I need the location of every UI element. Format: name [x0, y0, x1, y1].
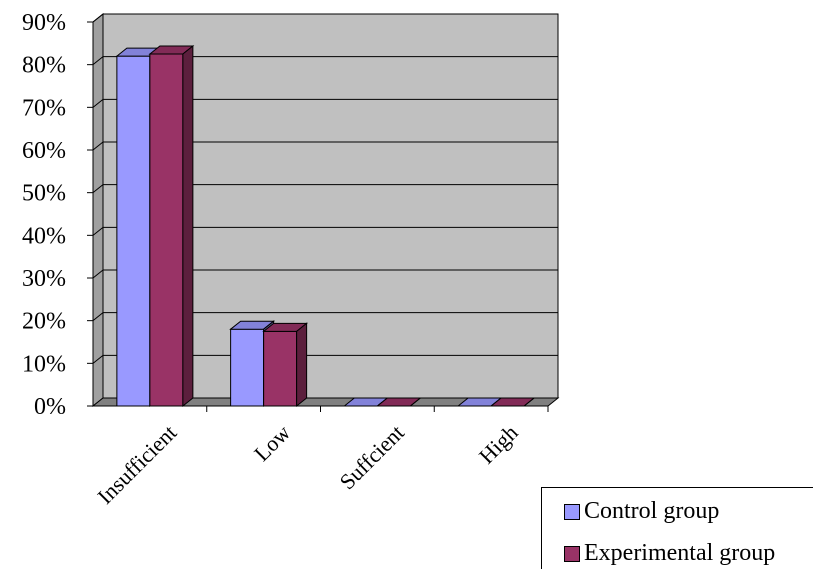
y-tick-label: 20%: [22, 309, 66, 335]
y-tick-label: 10%: [22, 351, 66, 377]
legend-item-experimental: Experimental group: [564, 540, 775, 567]
y-tick-label: 30%: [22, 266, 66, 292]
bar-experimental-1: [263, 330, 298, 407]
gridline-side: [92, 184, 104, 194]
y-tick-label: 40%: [22, 223, 66, 249]
y-tick-label: 70%: [22, 95, 66, 121]
y-tick-label: 80%: [22, 53, 66, 79]
legend: Control group Experimental group: [541, 487, 813, 569]
x-tick-label-3: High: [474, 420, 523, 469]
gridline-side: [92, 269, 104, 279]
x-tick-label-1: Low: [249, 420, 295, 466]
bar-side-experimental-0: [182, 44, 194, 408]
y-tick-label: 60%: [22, 138, 66, 164]
gridline-side: [92, 141, 104, 151]
y-tick-label: 0%: [34, 394, 66, 420]
plot-side-wall: [92, 12, 104, 408]
y-tick-label: 90%: [22, 10, 66, 36]
gridline-side: [92, 312, 104, 322]
gridline-side: [92, 98, 104, 108]
bar-control-0: [116, 55, 151, 407]
bar-experimental-0: [149, 53, 184, 407]
gridline-side: [92, 354, 104, 364]
gridline-side: [92, 56, 104, 66]
x-tick-label-2: Suffcient: [334, 420, 408, 494]
bar-control-1: [230, 328, 265, 407]
gridline-side: [92, 13, 104, 23]
legend-label-experimental: Experimental group: [584, 540, 776, 566]
bar-side-experimental-1: [296, 322, 308, 408]
legend-swatch-control: [564, 503, 580, 520]
gridline-side: [92, 226, 104, 236]
legend-label-control: Control group: [584, 498, 720, 524]
bar-side-experimental-2: [410, 397, 421, 407]
bar-side-experimental-3: [523, 397, 535, 407]
x-tick-label-0: Insufficient: [92, 420, 181, 509]
legend-swatch-experimental: [564, 545, 580, 562]
legend-item-control: Control group: [564, 498, 719, 525]
y-tick-label: 50%: [22, 181, 66, 207]
